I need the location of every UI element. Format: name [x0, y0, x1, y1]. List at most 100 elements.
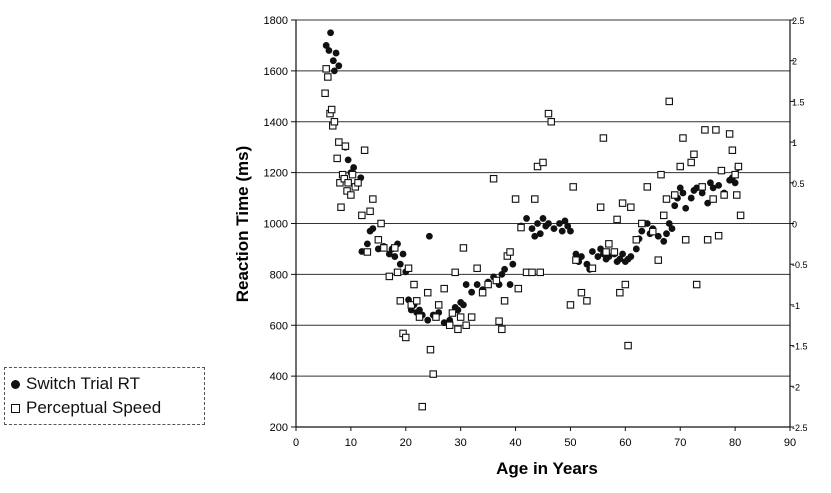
switch-trial-point: [709, 184, 717, 192]
perceptual-speed-point: [731, 170, 739, 179]
perceptual-speed-point: [736, 211, 745, 220]
perceptual-speed-point: [572, 256, 580, 264]
perceptual-speed-point: [426, 345, 435, 354]
perceptual-speed-point: [665, 97, 673, 106]
perceptual-speed-point: [539, 158, 547, 167]
switch-trial-point: [707, 179, 714, 187]
perceptual-speed-point: [506, 248, 514, 256]
legend: Switch Trial RT Perceptual Speed: [4, 367, 205, 425]
perceptual-speed-point: [358, 211, 366, 220]
perceptual-speed-point: [728, 146, 737, 154]
switch-trial-point: [399, 250, 407, 258]
switch-trial-point: [731, 179, 739, 187]
perceptual-speed-point: [638, 219, 646, 228]
switch-trial-point: [704, 199, 712, 207]
perceptual-speed-point: [725, 130, 734, 138]
switch-trial-point: [440, 319, 448, 327]
y2-tick-label: -2.5: [792, 423, 808, 433]
perceptual-speed-point: [492, 276, 501, 285]
x-tick-label: 80: [729, 437, 741, 449]
perceptual-speed-point: [337, 203, 345, 211]
perceptual-speed-point: [528, 268, 536, 277]
switch-trial-point: [561, 217, 569, 225]
perceptual-speed-point: [366, 207, 374, 216]
switch-trial-point: [693, 184, 701, 192]
perceptual-speed-point: [687, 158, 695, 167]
perceptual-speed-point: [566, 301, 575, 309]
perceptual-speed-point: [324, 73, 332, 81]
perceptual-speed-point: [369, 195, 377, 203]
switch-trial-point: [332, 49, 340, 57]
perceptual-speed-point: [618, 199, 627, 207]
perceptual-speed-point: [418, 402, 426, 411]
switch-trial-point: [654, 232, 662, 240]
switch-trial-point: [665, 220, 673, 227]
y2-tick-label: 0: [792, 220, 797, 230]
switch-trial-point: [424, 316, 432, 324]
perceptual-speed-point: [467, 313, 476, 321]
perceptual-speed-point: [500, 297, 509, 305]
switch-trial-point: [682, 204, 690, 212]
perceptual-speed-point: [679, 134, 687, 142]
perceptual-speed-point: [621, 280, 630, 289]
perceptual-speed-point: [610, 248, 619, 256]
perceptual-speed-point: [322, 65, 330, 73]
x-tick-label: 90: [784, 437, 796, 449]
legend-item-perceptual-speed: Perceptual Speed: [11, 396, 198, 420]
switch-trial-point: [663, 230, 670, 238]
data-points: [321, 29, 745, 411]
perceptual-speed-point: [698, 183, 706, 191]
perceptual-speed-point: [714, 231, 723, 240]
perceptual-speed-point: [473, 264, 481, 273]
switch-trial-point: [528, 225, 536, 232]
perceptual-speed-point: [649, 227, 657, 236]
switch-trial-point: [594, 253, 602, 260]
switch-trial-point: [350, 164, 358, 171]
y-tick-label: 1800: [264, 15, 288, 27]
y-tick-label: 600: [270, 320, 288, 332]
switch-trial-point: [327, 29, 334, 37]
perceptual-speed-point: [654, 256, 663, 264]
x-tick-label: 20: [400, 437, 412, 449]
switch-trial-point: [416, 306, 423, 314]
perceptual-speed-point: [734, 162, 743, 171]
switch-trial-point: [572, 250, 580, 258]
switch-trial-point: [638, 227, 646, 235]
perceptual-speed-point: [692, 280, 701, 289]
perceptual-speed-point: [330, 118, 339, 126]
switch-trial-point: [687, 194, 695, 202]
switch-trial-point: [671, 202, 679, 210]
perceptual-speed-point: [448, 309, 457, 317]
x-axis-label: Age in Years: [496, 459, 598, 478]
perceptual-speed-point: [712, 126, 720, 134]
switch-trial-point: [369, 225, 377, 232]
perceptual-speed-point: [632, 236, 641, 244]
switch-trial-point: [509, 260, 517, 268]
perceptual-speed-point: [348, 170, 357, 179]
perceptual-speed-point: [404, 264, 413, 273]
perceptual-speed-point: [484, 280, 492, 289]
perceptual-speed-point: [533, 162, 542, 171]
switch-trial-point: [550, 225, 558, 232]
y2-tick-label: 0.5: [792, 179, 805, 189]
x-tick-label: 40: [509, 437, 521, 449]
switch-trial-point: [344, 156, 352, 164]
switch-trial-point: [676, 184, 684, 192]
perceptual-speed-point: [536, 268, 545, 277]
perceptual-speed-point: [703, 236, 712, 244]
perceptual-speed-point: [599, 134, 608, 142]
switch-trial-point: [583, 260, 591, 268]
perceptual-speed-point: [327, 105, 336, 114]
perceptual-speed-point: [333, 154, 341, 163]
open-square-marker-icon: [11, 403, 20, 413]
perceptual-speed-point: [596, 203, 605, 211]
y2-tick-label: -2: [792, 382, 800, 392]
perceptual-speed-point: [498, 325, 506, 334]
perceptual-speed-point: [643, 183, 652, 191]
perceptual-speed-point: [440, 284, 448, 293]
perceptual-speed-point: [709, 195, 717, 203]
switch-trial-point: [616, 255, 624, 263]
legend-label-perceptual-speed: Perceptual Speed: [26, 398, 162, 417]
perceptual-speed-point: [569, 183, 577, 191]
x-tick-label: 50: [564, 437, 576, 449]
